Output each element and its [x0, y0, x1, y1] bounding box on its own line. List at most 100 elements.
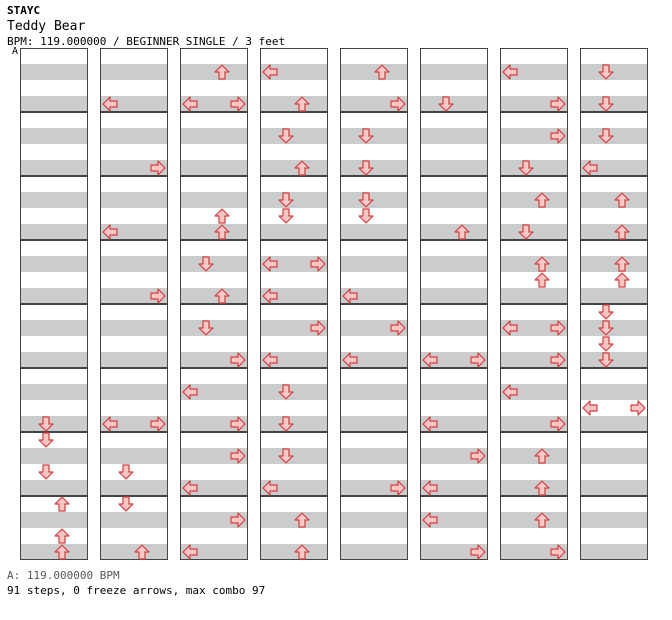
arrow-up-icon [294, 544, 310, 560]
arrow-right-icon [230, 96, 246, 112]
arrow-right-icon [550, 96, 566, 112]
arrow-down-icon [598, 96, 614, 112]
measure-stripe [260, 224, 328, 240]
arrow-up-icon [614, 256, 630, 272]
arrow-left-icon [262, 64, 278, 80]
chart-meta: BPM: 119.000000 / BEGINNER SINGLE / 3 fe… [7, 35, 286, 48]
measure-stripe [500, 384, 568, 400]
measure-stripe [340, 416, 408, 432]
measure-frame [260, 176, 328, 240]
arrow-right-icon [230, 448, 246, 464]
arrow-left-icon [342, 352, 358, 368]
measure-stripe [260, 160, 328, 176]
measure-frame [420, 240, 488, 304]
arrow-up-icon [294, 160, 310, 176]
measure-stripe [180, 128, 248, 144]
measure-frame [580, 496, 648, 560]
arrow-right-icon [310, 256, 326, 272]
measure-stripe [340, 192, 408, 208]
measure-stripe [180, 480, 248, 496]
measure-stripe [20, 192, 88, 208]
measure-stripe [260, 320, 328, 336]
step-stats: 91 steps, 0 freeze arrows, max combo 97 [7, 584, 266, 597]
arrow-right-icon [470, 448, 486, 464]
measure-stripe [100, 384, 168, 400]
measure-stripe [260, 64, 328, 80]
measure-stripe [100, 512, 168, 528]
measure-frame [180, 176, 248, 240]
measure-frame [180, 48, 248, 112]
arrow-left-icon [422, 352, 438, 368]
measure-frame [500, 304, 568, 368]
measure-stripe [20, 512, 88, 528]
measure-stripe [260, 384, 328, 400]
measure-frame [340, 176, 408, 240]
bpm-marker-label: A [12, 46, 19, 57]
arrow-down-icon [38, 432, 54, 448]
arrow-right-icon [550, 320, 566, 336]
arrow-up-icon [134, 544, 150, 560]
measure-frame [580, 432, 648, 496]
arrow-down-icon [118, 464, 134, 480]
arrow-right-icon [470, 544, 486, 560]
measure-stripe [180, 288, 248, 304]
arrow-down-icon [38, 416, 54, 432]
measure-stripe [500, 256, 568, 272]
measure-stripe [340, 512, 408, 528]
measure-stripe [420, 256, 488, 272]
measure-stripe [20, 384, 88, 400]
measure-stripe [100, 480, 168, 496]
measure-stripe [500, 160, 568, 176]
measure-stripe [580, 160, 648, 176]
measure-stripe [260, 448, 328, 464]
measure-frame [580, 240, 648, 304]
measure-frame [100, 368, 168, 432]
measure-stripe [500, 224, 568, 240]
measure-frame [580, 112, 648, 176]
measure-stripe [580, 288, 648, 304]
measure-stripe [100, 416, 168, 432]
measure-frame [100, 240, 168, 304]
measure-stripe [180, 448, 248, 464]
measure-stripe [20, 320, 88, 336]
arrow-down-icon [278, 208, 294, 224]
arrow-right-icon [310, 320, 326, 336]
arrow-down-icon [518, 160, 534, 176]
arrow-left-icon [502, 384, 518, 400]
arrow-down-icon [598, 352, 614, 368]
measure-stripe [260, 96, 328, 112]
measure-stripe [420, 352, 488, 368]
arrow-down-icon [118, 496, 134, 512]
measure-stripe [180, 96, 248, 112]
measure-stripe [100, 448, 168, 464]
arrow-down-icon [278, 384, 294, 400]
measure-stripe [500, 512, 568, 528]
measure-stripe [100, 256, 168, 272]
measure-frame [500, 176, 568, 240]
measure-stripe [580, 64, 648, 80]
measure-frame [500, 48, 568, 112]
measure-stripe [100, 128, 168, 144]
song-title: Teddy Bear [7, 19, 86, 34]
measure-frame [180, 368, 248, 432]
bpm-info: A: 119.000000 BPM [7, 569, 120, 582]
measure-frame [260, 304, 328, 368]
measure-stripe [580, 416, 648, 432]
arrow-down-icon [198, 256, 214, 272]
measure-stripe [500, 192, 568, 208]
measure-frame [260, 496, 328, 560]
measure-stripe [20, 544, 88, 560]
measure-stripe [260, 256, 328, 272]
arrow-down-icon [598, 64, 614, 80]
measure-stripe [500, 288, 568, 304]
measure-stripe [180, 256, 248, 272]
measure-frame [340, 48, 408, 112]
measure-frame [580, 48, 648, 112]
measure-frame [420, 304, 488, 368]
measure-stripe [340, 480, 408, 496]
arrow-up-icon [454, 224, 470, 240]
arrow-up-icon [214, 224, 230, 240]
arrow-up-icon [614, 272, 630, 288]
arrow-left-icon [422, 480, 438, 496]
arrow-up-icon [614, 192, 630, 208]
